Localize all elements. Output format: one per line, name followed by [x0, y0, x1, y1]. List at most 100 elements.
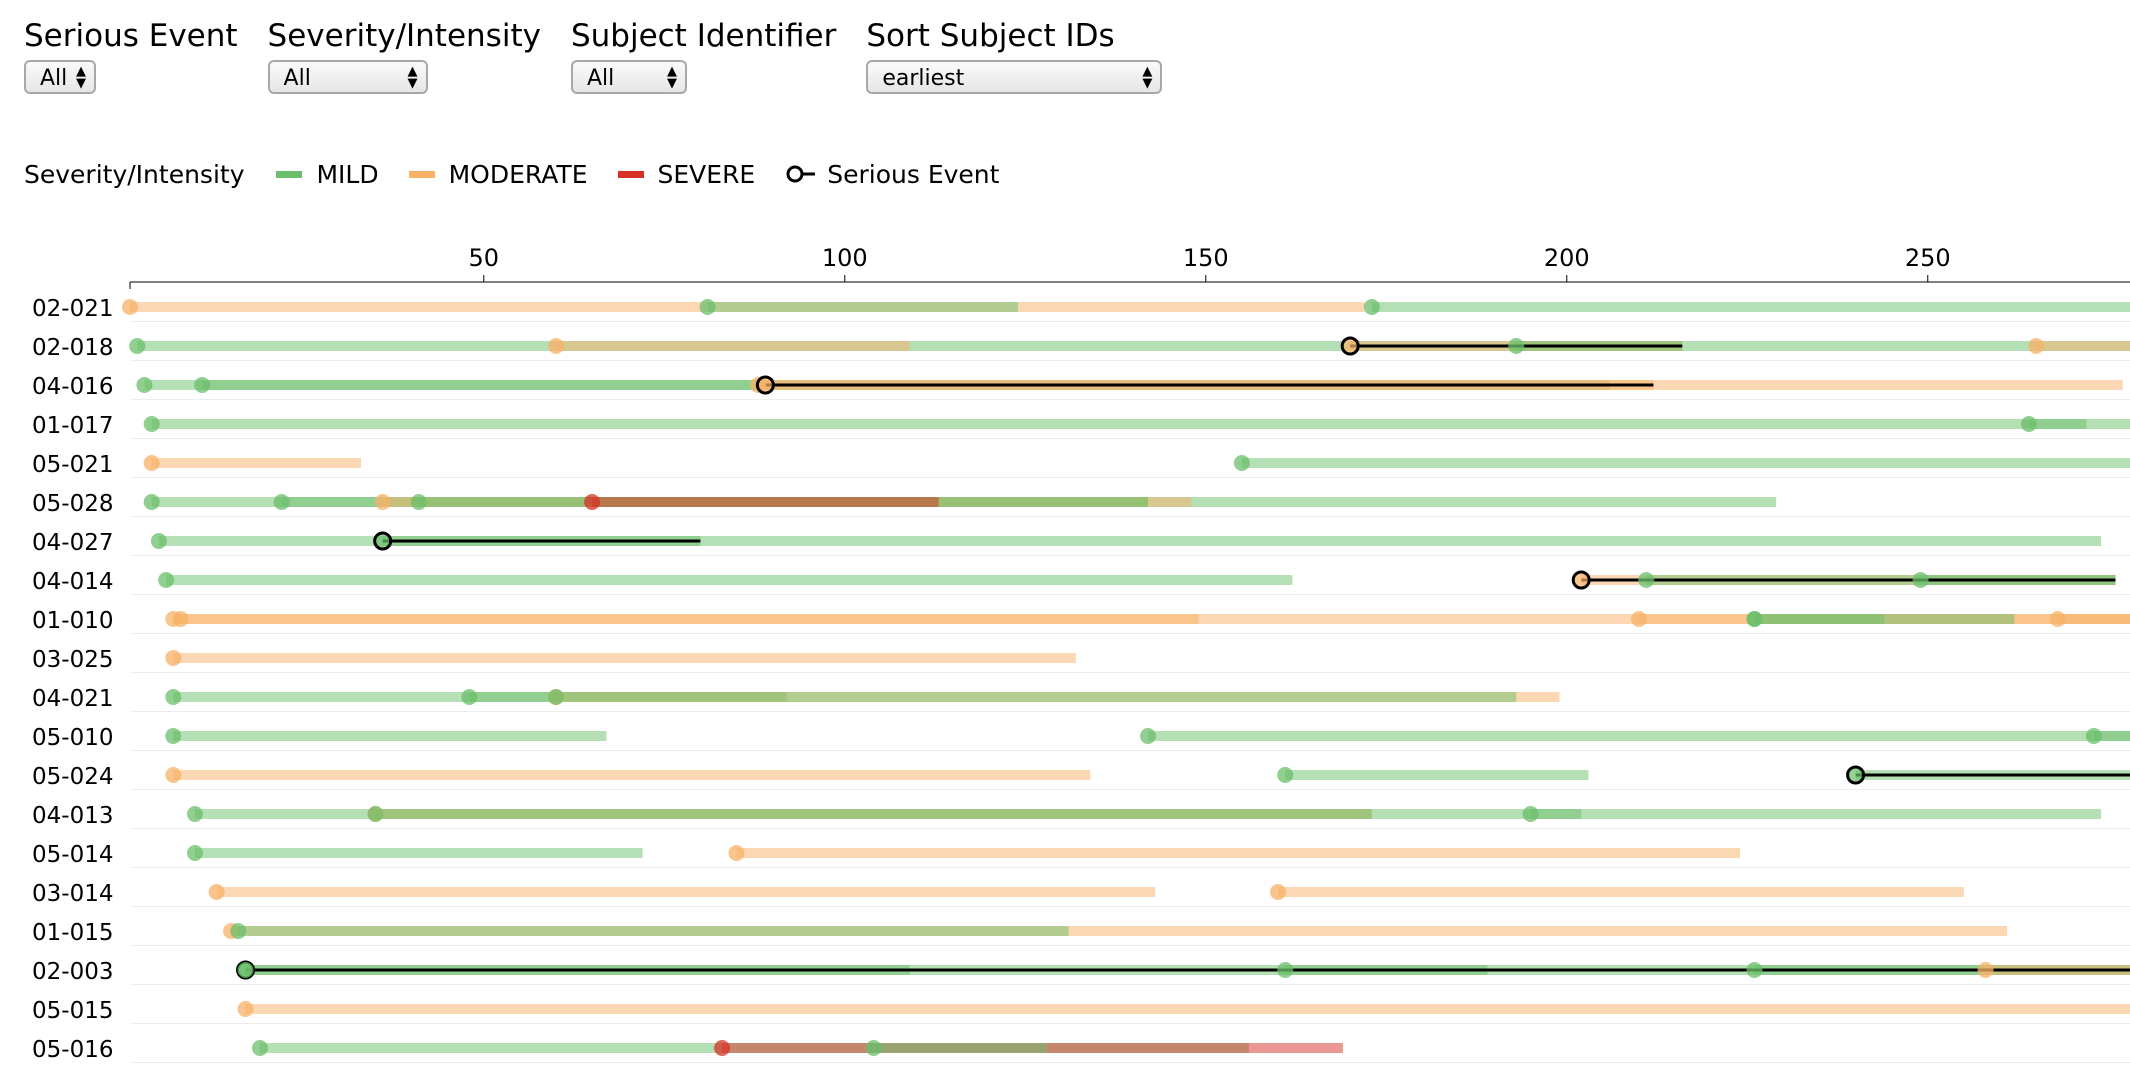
serious-event-marker [755, 375, 775, 395]
event-start-marker [129, 338, 146, 354]
event-start-marker [1746, 962, 1763, 978]
severity-select[interactable]: All ▲ ▼ [267, 60, 428, 94]
subject-label: 04-014 [32, 569, 113, 595]
event-start-marker [165, 689, 182, 705]
subject-label: 04-013 [32, 803, 113, 829]
filter-label: Sort Subject IDs [866, 18, 1115, 54]
legend-swatch [408, 170, 435, 178]
event-start-marker [143, 455, 160, 471]
subject-label: 04-021 [32, 686, 113, 712]
event-start-marker [1746, 611, 1763, 627]
event-start-marker [1277, 962, 1294, 978]
event-start-marker [1638, 572, 1655, 588]
event-start-marker [374, 494, 391, 510]
subject-label: 01-010 [32, 608, 113, 634]
subject-label: 02-021 [32, 296, 113, 322]
event-start-marker [1269, 884, 1286, 900]
x-tick-label: 50 [469, 244, 500, 272]
event-start-marker [186, 806, 203, 822]
event-start-marker [1233, 455, 1250, 471]
event-start-marker [122, 299, 138, 315]
timeline-chart: 50 100 150 200 250 02-021 02-018 04-016 01-017 05… [32, 244, 2130, 1063]
subject-label: 05-024 [32, 764, 113, 790]
serious-event-icon [786, 165, 816, 183]
serious-event-marker [1571, 570, 1591, 590]
event-start-marker [194, 377, 211, 393]
event-start-marker [165, 650, 182, 666]
legend-swatch [276, 170, 303, 178]
event-start-marker [237, 962, 254, 978]
subject-label: 05-014 [32, 842, 113, 868]
event-start-marker [2085, 728, 2102, 744]
event-start-marker [172, 611, 189, 627]
event-start-marker [865, 1040, 882, 1056]
event-start-marker [143, 494, 160, 510]
event-start-marker [1363, 299, 1380, 315]
subject-label: 05-010 [32, 725, 113, 751]
legend-item-severe[interactable]: SEVERE [617, 160, 755, 189]
serious-event-select[interactable]: All ▲ ▼ [24, 60, 96, 94]
event-start-marker [136, 377, 153, 393]
subject-label: 05-021 [32, 452, 113, 478]
select-value: All [283, 66, 311, 91]
legend-label: MILD [316, 159, 379, 189]
filter-controls: Serious Event All ▲ ▼ Severity/Intensity … [24, 16, 1163, 94]
filter-label: Serious Event [24, 18, 238, 54]
subject-label: 04-016 [32, 374, 113, 400]
select-arrows-icon: ▲ ▼ [407, 64, 418, 91]
subject-id-select[interactable]: All ▲ ▼ [570, 60, 687, 94]
legend-swatch [617, 170, 644, 178]
event-start-marker [1630, 611, 1647, 627]
serious-event-marker [373, 531, 393, 551]
event-start-marker [367, 806, 384, 822]
event-start-marker [2028, 338, 2045, 354]
event-start-marker [1277, 767, 1294, 783]
legend-item-moderate[interactable]: MODERATE [408, 160, 588, 189]
legend-item-serious[interactable]: Serious Event [785, 160, 999, 189]
subject-label: 05-028 [32, 491, 113, 517]
event-start-marker [143, 416, 160, 432]
event-start-marker [1912, 572, 1929, 588]
select-value: All [40, 66, 68, 91]
event-start-marker [714, 1040, 731, 1056]
event-start-marker [699, 299, 716, 315]
event-start-marker [273, 494, 290, 510]
subject-label: 03-014 [32, 881, 113, 907]
select-value: All [586, 66, 615, 91]
filter-label: Subject Identifier [570, 18, 837, 54]
serious-event-marker [1340, 336, 1360, 356]
event-start-marker [1522, 806, 1539, 822]
x-tick-label: 200 [1544, 244, 1590, 272]
subject-label: 02-018 [32, 335, 113, 361]
event-start-marker [547, 338, 564, 354]
subject-label: 05-015 [32, 998, 113, 1024]
event-start-marker [584, 494, 601, 510]
select-arrows-icon: ▲ ▼ [76, 64, 86, 91]
event-start-marker [165, 728, 182, 744]
event-start-marker [728, 845, 745, 861]
x-tick-label: 250 [1905, 244, 1951, 272]
event-start-marker [186, 845, 203, 861]
event-start-marker [1140, 728, 1157, 744]
filter-label: Severity/Intensity [267, 18, 541, 54]
event-start-marker [461, 689, 478, 705]
filter-sort: Sort Subject IDs earliest ▲ ▼ [866, 16, 1163, 94]
select-value: earliest [882, 66, 965, 91]
event-start-marker [2020, 416, 2037, 432]
event-start-marker [150, 533, 167, 549]
sort-select[interactable]: earliest ▲ ▼ [866, 60, 1163, 94]
event-start-marker [165, 767, 182, 783]
serious-event-marker [1846, 765, 1866, 785]
event-start-marker [158, 572, 175, 588]
event-start-marker [237, 1001, 254, 1017]
subject-label: 01-017 [32, 413, 113, 439]
legend-item-mild[interactable]: MILD [276, 159, 379, 189]
subject-label: 05-016 [32, 1037, 113, 1063]
event-start-marker [230, 923, 247, 939]
subject-label: 03-025 [32, 647, 113, 673]
subject-label: 02-003 [32, 959, 113, 985]
event-start-marker [1977, 962, 1994, 978]
filter-serious-event: Serious Event All ▲ ▼ [24, 16, 238, 94]
select-arrows-icon: ▲ ▼ [1142, 64, 1153, 91]
event-start-marker [208, 884, 225, 900]
